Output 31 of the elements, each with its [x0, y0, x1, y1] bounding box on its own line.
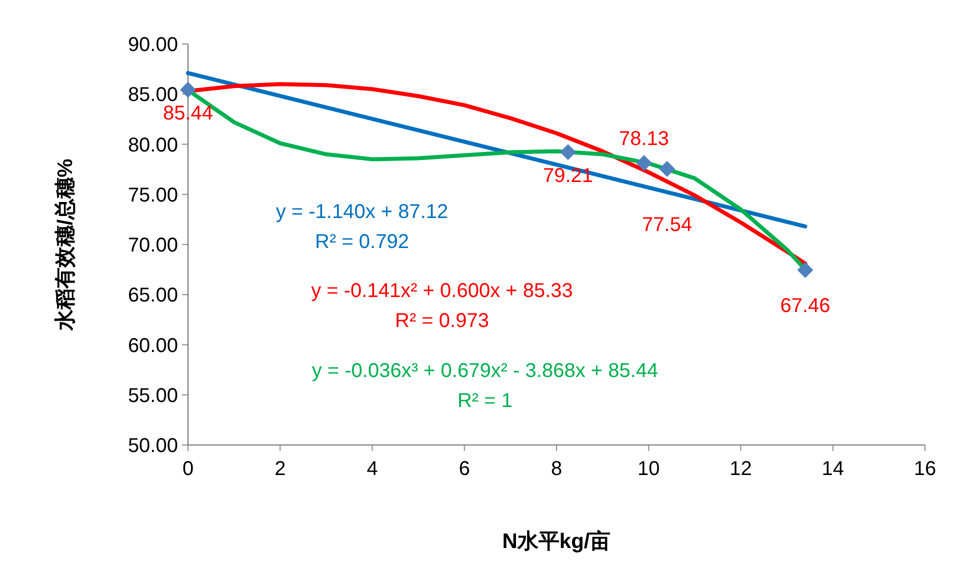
data-label: 77.54: [642, 214, 692, 236]
y-tick-label: 90.00: [128, 34, 178, 56]
annotation: y = -0.141x² + 0.600x + 85.33 R² = 0.973: [311, 280, 573, 332]
x-tick-label: 8: [550, 458, 562, 480]
x-axis-title: N水平kg/亩: [502, 529, 611, 553]
y-tick-label: 50.00: [128, 435, 178, 457]
x-tick-label: 4: [366, 458, 378, 480]
data-label: 67.46: [780, 294, 830, 317]
x-tick-label: 10: [638, 458, 660, 480]
y-tick-label: 60.00: [128, 334, 178, 357]
x-tick-label: 14: [822, 458, 844, 480]
data-label: 78.13: [618, 128, 670, 150]
annotation: y = -1.140x + 87.12 R² = 0.792: [276, 201, 448, 253]
y-tick-label: 55.00: [128, 384, 178, 407]
y-axis-title: 水稻有效穗/总穗%: [54, 158, 77, 332]
x-tick-label: 2: [274, 458, 286, 480]
point: [636, 154, 652, 171]
point: [180, 82, 196, 98]
point: [659, 160, 676, 177]
x-tick-label: 16: [914, 458, 936, 480]
x-tick-label: 12: [730, 458, 752, 480]
x-tick-label: 6: [458, 458, 470, 480]
y-tick-label: 65.00: [128, 284, 178, 307]
point: [797, 262, 814, 278]
y-tick-label: 70.00: [128, 234, 178, 256]
annotation: y = -0.036x³ + 0.679x² - 3.868x + 85.44 R² = 1: [312, 360, 658, 412]
point: [560, 144, 576, 160]
data-label: 79.21: [542, 165, 594, 188]
y-tick-label: 80.00: [128, 134, 178, 156]
y-tick-label: 75.00: [128, 184, 178, 206]
x-tick-label: 0: [182, 458, 194, 480]
